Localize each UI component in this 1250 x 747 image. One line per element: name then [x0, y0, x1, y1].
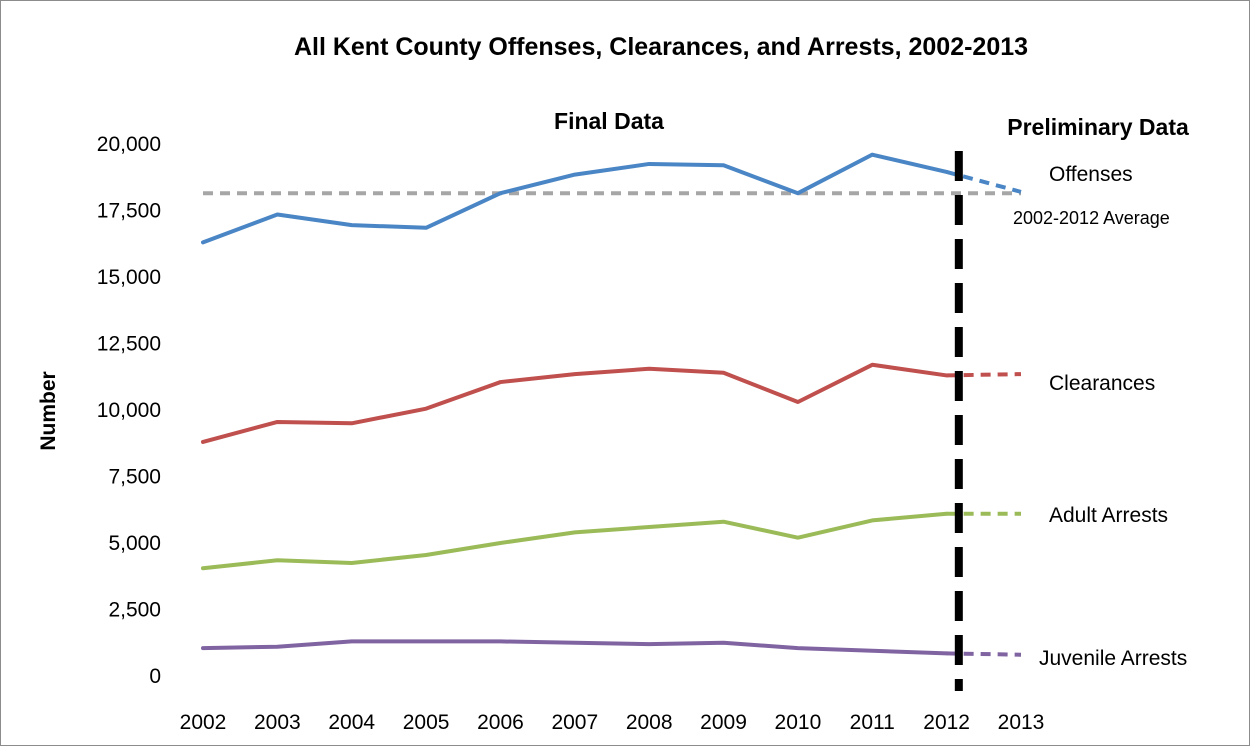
y-tick-label: 7,500 — [108, 466, 161, 489]
offenses-line — [201, 152, 949, 245]
x-tick-label: 2011 — [850, 711, 895, 734]
y-axis-label: Number — [37, 371, 60, 450]
y-tick-label: 2,500 — [108, 599, 161, 622]
y-tick-label: 0 — [149, 665, 161, 688]
y-tick-label: 17,500 — [97, 200, 161, 223]
x-tick-label: 2005 — [403, 711, 450, 734]
x-tick-label: 2002 — [180, 711, 227, 734]
juvenile-arrests-label: Juvenile Arrests — [1039, 647, 1187, 670]
x-tick-label: 2007 — [551, 711, 598, 734]
offenses-preliminary-line — [946, 169, 1022, 194]
y-tick-label: 12,500 — [97, 333, 161, 356]
clearances-line — [201, 362, 949, 444]
y-tick-labels: 0 2,500 5,000 7,500 10,000 12,500 15,000 17,500… — [97, 133, 161, 688]
final-data-label: Final Data — [554, 108, 664, 134]
chart-title: All Kent County Offenses, Clearances, an… — [294, 33, 1028, 61]
x-tick-label: 2009 — [700, 711, 747, 734]
y-tick-label: 20,000 — [97, 133, 161, 156]
juvenile-arrests-preliminary-line — [946, 651, 1022, 657]
clearances-preliminary-line — [946, 372, 1022, 378]
x-tick-label: 2003 — [254, 711, 301, 734]
juvenile-arrests-line — [201, 639, 949, 656]
series-labels: Offenses Clearances Adult Arrests Juvenile … — [1013, 163, 1187, 670]
adult-arrests-line — [201, 511, 949, 571]
series-lines — [201, 152, 1022, 657]
x-tick-label: 2006 — [477, 711, 524, 734]
adult-arrests-label: Adult Arrests — [1049, 504, 1168, 527]
x-tick-label: 2008 — [626, 711, 673, 734]
preliminary-data-label: Preliminary Data — [1007, 114, 1189, 140]
x-tick-label: 2013 — [998, 711, 1045, 734]
x-tick-label: 2010 — [775, 711, 822, 734]
x-tick-label: 2004 — [328, 711, 375, 734]
y-tick-label: 15,000 — [97, 266, 161, 289]
average-label: 2002-2012 Average — [1013, 208, 1170, 228]
offenses-label: Offenses — [1049, 163, 1133, 186]
clearances-label: Clearances — [1049, 372, 1155, 395]
x-tick-labels: 2002 2003 2004 2005 2006 2007 2008 2009 2010 2011… — [180, 711, 1045, 734]
y-tick-label: 10,000 — [97, 399, 161, 422]
x-tick-label: 2012 — [923, 711, 970, 734]
y-tick-label: 5,000 — [108, 532, 161, 555]
